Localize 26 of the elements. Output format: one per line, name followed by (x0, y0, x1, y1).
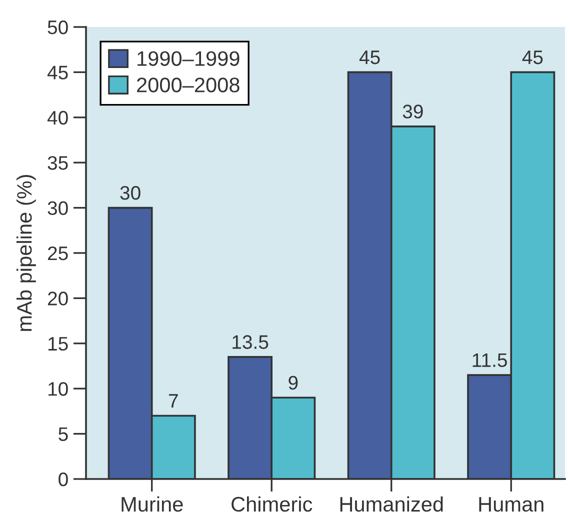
data-label: 45 (359, 50, 380, 64)
data-label: 45 (522, 50, 543, 64)
y-tick-label: 20 (48, 292, 68, 306)
y-tick-label: 30 (48, 201, 68, 216)
y-tick-label: 5 (58, 427, 68, 442)
legend-label: 1990–1999 (138, 51, 240, 66)
data-label: 39 (402, 104, 423, 118)
y-tick-label: 50 (48, 20, 68, 34)
data-label: 9 (288, 376, 298, 390)
data-label: 30 (120, 186, 140, 200)
y-axis-title: mAb pipeline (%) (16, 174, 36, 331)
y-tick-label: 15 (48, 337, 68, 351)
y-tick-label: 10 (48, 382, 68, 396)
x-tick-label: Human (479, 497, 544, 512)
data-label: 13.5 (232, 335, 268, 349)
x-tick-label: Murine (122, 496, 183, 512)
data-label: 7 (169, 394, 178, 408)
y-tick-label: 45 (47, 66, 68, 80)
y-tick-label: 0 (58, 472, 68, 486)
legend-label: 2000–2008 (137, 78, 240, 92)
y-tick-label: 25 (48, 246, 68, 260)
x-tick-label: Humanized (340, 496, 443, 512)
y-tick-label: 40 (47, 110, 68, 125)
data-label: 11.5 (472, 353, 507, 368)
y-tick-label: 35 (48, 156, 68, 170)
x-tick-label: Chimeric (232, 496, 312, 512)
